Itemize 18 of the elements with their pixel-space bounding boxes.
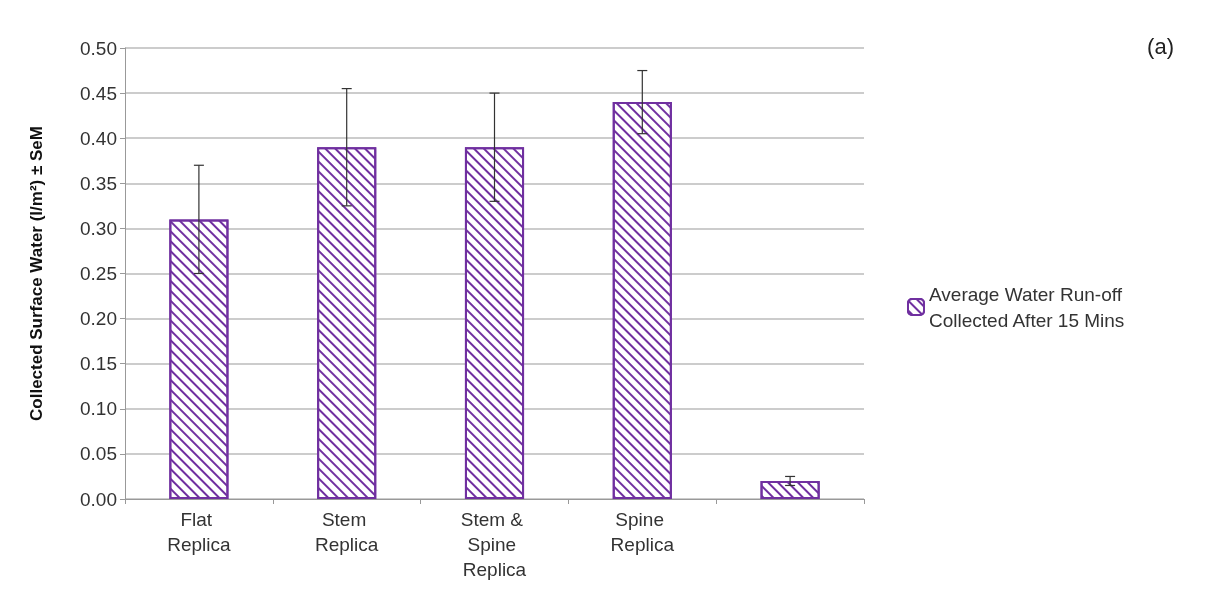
y-axis-title: Collected Surface Water (l/m²) ± SeM <box>27 126 46 421</box>
y-tick-label: 0.50 <box>80 37 117 59</box>
x-tick-label: Stem & Spine Replica <box>460 509 529 580</box>
y-tick-label: 0.15 <box>80 353 117 375</box>
y-tick-label: 0.05 <box>80 443 117 465</box>
text: (a) <box>1147 33 1174 59</box>
y-tick-label: 0.45 <box>80 82 117 104</box>
y-tick-label: 0.20 <box>80 308 117 330</box>
x-tick-label: Flat Replica <box>167 509 232 555</box>
y-tick-label: 0.00 <box>80 488 117 510</box>
x-tick-label: Spine Replica <box>610 509 675 555</box>
legend-label: Average Water Run-off Collected After 15 Mins <box>929 283 1128 331</box>
x-tick-label: Stem Replica <box>315 509 379 555</box>
y-tick-label: 0.30 <box>80 217 117 239</box>
y-tick-label: 0.25 <box>80 263 117 284</box>
y-tick-label: 0.35 <box>80 172 117 194</box>
y-tick-label: 0.10 <box>80 398 117 420</box>
y-tick-label: 0.40 <box>80 127 117 149</box>
